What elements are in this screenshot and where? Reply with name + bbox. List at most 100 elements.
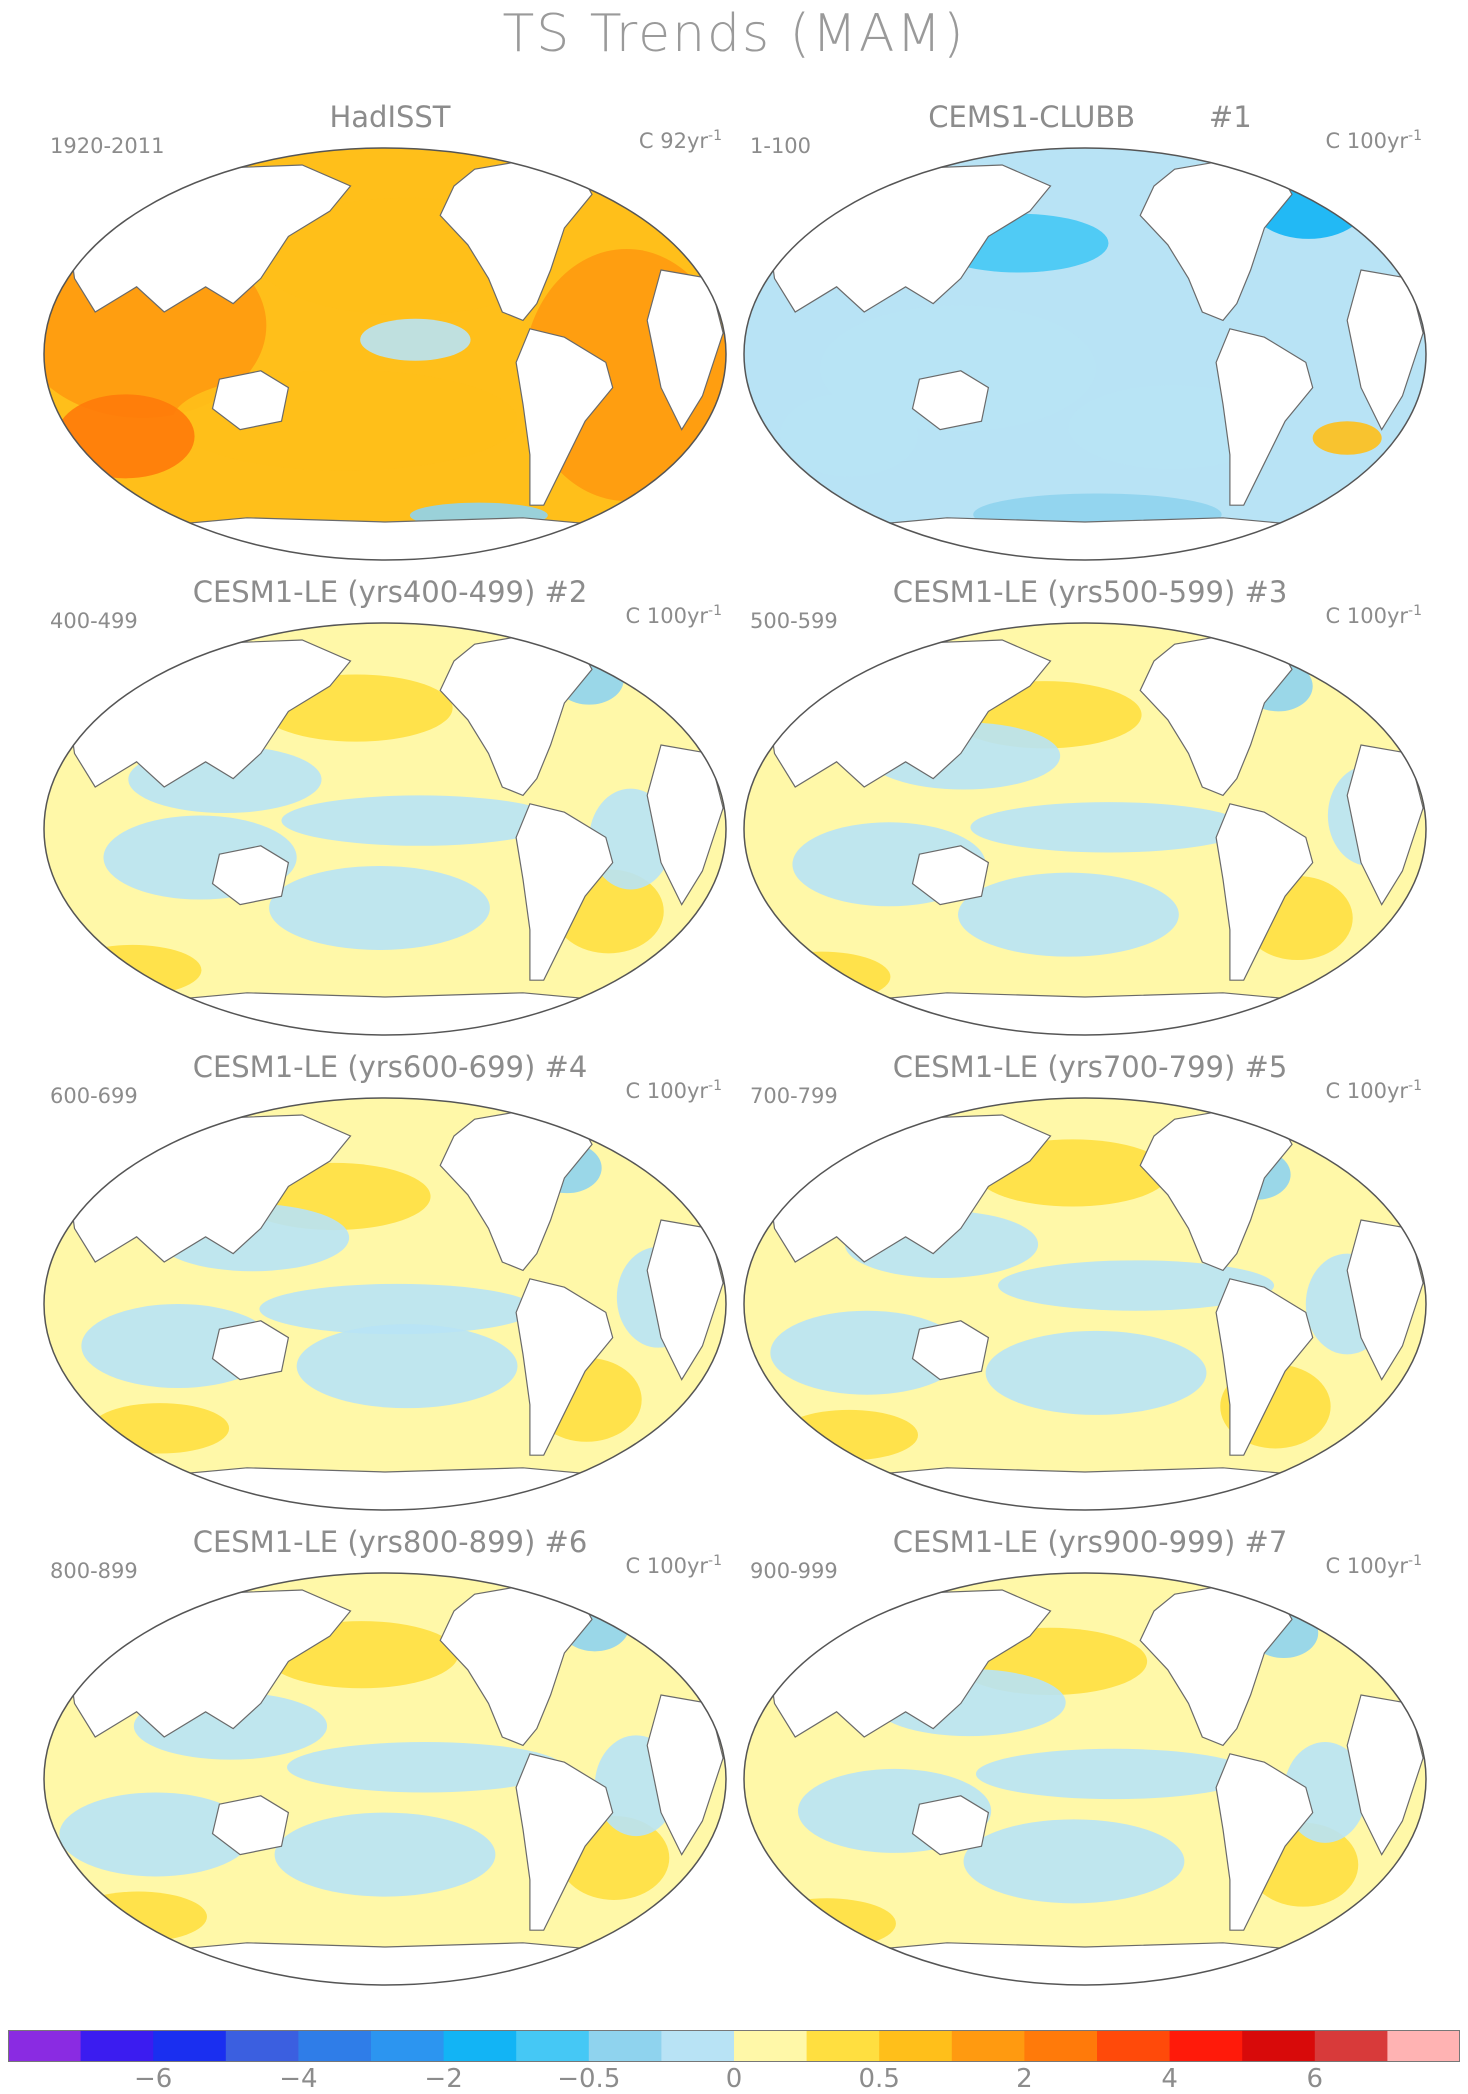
land-greenland	[577, 1101, 642, 1141]
land-antarctica	[108, 1942, 662, 1985]
colorbar-label: −2	[424, 2064, 463, 2094]
map-outline	[43, 1097, 727, 1511]
land-antarctica	[108, 517, 662, 560]
colorbar-swatch	[1024, 2030, 1098, 2062]
colorbar-swatch	[8, 2030, 82, 2062]
panel-units: C 92yr-1	[639, 128, 722, 153]
map-panel: CESM1-LE (yrs600-699) #4 600-699 C 100yr-1	[40, 1050, 740, 1520]
panel-units: C 100yr-1	[1326, 1553, 1422, 1578]
anomaly-patch	[59, 1792, 253, 1877]
panel-units: C 100yr-1	[1326, 128, 1422, 153]
colorbar	[8, 2030, 1460, 2062]
colorbar-swatch	[225, 2030, 299, 2062]
colorbar-label: 4	[1161, 2064, 1178, 2094]
colorbar-label: 0.5	[858, 2064, 900, 2094]
land-samerica	[1215, 803, 1314, 981]
colorbar-swatch	[371, 2030, 445, 2062]
colorbar-swatch	[951, 2030, 1025, 2062]
anomaly-patch	[975, 1748, 1252, 1800]
land-australia	[211, 370, 290, 431]
panel-years: 500-599	[750, 609, 838, 633]
map-panel: CESM1-LE (yrs400-499) #2 400-499 C 100yr-1	[40, 575, 740, 1045]
anomaly-patch	[985, 1330, 1207, 1415]
colorbar-swatch	[806, 2030, 880, 2062]
units-prefix: C 100yr	[1325, 604, 1409, 628]
map-panel: HadISST 1920-2011 C 92yr-1	[40, 100, 740, 570]
land-greenland	[577, 1576, 642, 1616]
land-australia	[211, 1795, 290, 1856]
map-outline	[43, 622, 727, 1036]
units-exponent: -1	[708, 603, 722, 619]
land-antarctica	[808, 1467, 1362, 1510]
anomaly-patch	[269, 865, 490, 950]
robinson-map	[743, 1097, 1427, 1511]
land-australia	[911, 845, 990, 906]
colorbar-label: −4	[279, 2064, 318, 2094]
anomaly-patch	[63, 944, 202, 996]
colorbar-swatch	[1242, 2030, 1316, 2062]
robinson-map	[743, 1572, 1427, 1986]
panel-years: 1920-2011	[50, 134, 165, 158]
panel-years: 1-100	[750, 134, 812, 158]
anomaly-patch	[91, 1403, 230, 1454]
units-prefix: C 100yr	[1325, 1554, 1409, 1578]
anomaly-patch	[281, 795, 558, 846]
units-exponent: -1	[1408, 1078, 1422, 1094]
anomaly-patch	[820, 305, 1097, 432]
colorbar-swatch	[443, 2030, 517, 2062]
colorbar-label: 2	[1016, 2064, 1033, 2094]
colorbar-label: 0	[725, 2064, 743, 2094]
land-samerica	[1215, 328, 1314, 506]
land-samerica	[515, 1753, 614, 1931]
land-greenland	[577, 626, 642, 666]
colorbar-swatch	[1387, 2030, 1460, 2062]
colorbar-swatch	[734, 2030, 808, 2062]
colorbar-swatch	[588, 2030, 662, 2062]
colorbar-swatch	[1097, 2030, 1171, 2062]
panel-units: C 100yr-1	[1326, 1078, 1422, 1103]
colorbar-swatch	[80, 2030, 154, 2062]
robinson-map	[43, 1097, 727, 1511]
units-exponent: -1	[1408, 603, 1422, 619]
colorbar-label: −6	[134, 2064, 173, 2094]
map-panel: CEMS1-CLUBB #1 1-100 C 100yr-1	[740, 100, 1440, 570]
colorbar-labels: −6 −4 −2 −0.5 0 0.5 2 4 6	[8, 2064, 1460, 2094]
panel-title: CESM1-LE (yrs900-999) #7	[892, 1525, 1288, 1559]
land-antarctica	[808, 1942, 1362, 1985]
map-outline	[743, 1097, 1427, 1511]
panel-title: CEMS1-CLUBB #1	[928, 100, 1252, 134]
panel-units: C 100yr-1	[626, 603, 722, 628]
colorbar-swatch	[516, 2030, 590, 2062]
land-antarctica	[108, 1467, 662, 1510]
units-prefix: C 100yr	[1325, 129, 1409, 153]
map-panel: CESM1-LE (yrs800-899) #6 800-899 C 100yr-1	[40, 1525, 740, 1995]
robinson-map	[43, 622, 727, 1036]
map-panel: CESM1-LE (yrs900-999) #7 900-999 C 100yr-1	[740, 1525, 1440, 1995]
colorbar-swatch	[298, 2030, 372, 2062]
map-outline	[743, 622, 1427, 1036]
robinson-map	[43, 1572, 727, 1986]
map-outline	[43, 147, 727, 561]
map-outline	[43, 1572, 727, 1986]
units-prefix: C 92yr	[638, 129, 709, 153]
land-australia	[911, 370, 990, 431]
colorbar-swatch	[879, 2030, 953, 2062]
anomaly-patch	[958, 872, 1179, 957]
map-panel: CESM1-LE (yrs700-799) #5 700-799 C 100yr-1	[740, 1050, 1440, 1520]
land-samerica	[515, 1278, 614, 1456]
robinson-map	[743, 622, 1427, 1036]
panel-units: C 100yr-1	[626, 1078, 722, 1103]
robinson-map	[743, 147, 1427, 561]
anomaly-patch	[770, 1310, 964, 1395]
colorbar-swatch	[153, 2030, 227, 2062]
map-outline	[743, 147, 1427, 561]
anomaly-patch	[780, 392, 919, 477]
colorbar-swatch	[661, 2030, 735, 2062]
anomaly-patch	[963, 1819, 1185, 1904]
land-greenland	[577, 151, 642, 191]
anomaly-patch	[1312, 421, 1382, 455]
land-greenland	[1277, 626, 1342, 666]
units-exponent: -1	[708, 128, 722, 144]
units-exponent: -1	[1408, 128, 1422, 144]
anomaly-patch	[998, 1260, 1275, 1311]
